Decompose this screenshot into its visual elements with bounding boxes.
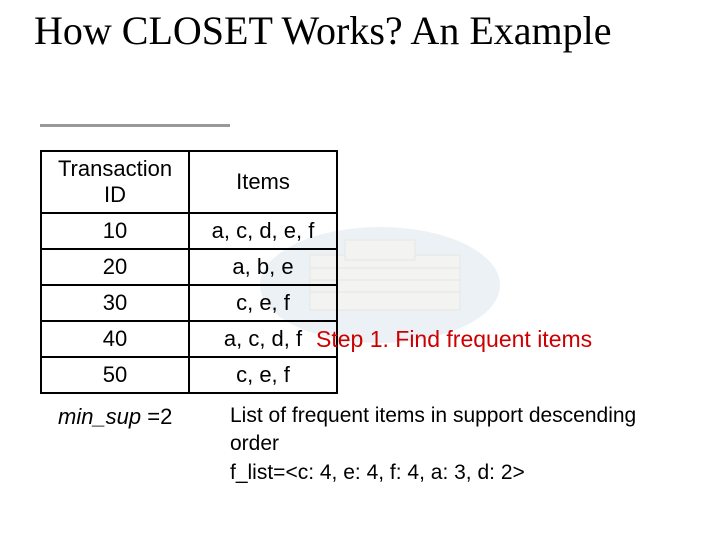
min-sup-italic: min_sup — [58, 404, 141, 429]
cell-tid: 30 — [41, 285, 189, 321]
cell-items: c, e, f — [189, 357, 337, 393]
cell-items: a, c, d, f — [189, 321, 337, 357]
cell-items: a, c, d, e, f — [189, 213, 337, 249]
slide-title: How CLOSET Works? An Example — [34, 8, 674, 54]
cell-items: c, e, f — [189, 285, 337, 321]
col-header-items: Items — [189, 151, 337, 213]
col-header-transaction-id: Transaction ID — [41, 151, 189, 213]
table-header-row: Transaction ID Items — [41, 151, 337, 213]
cell-tid: 50 — [41, 357, 189, 393]
table-row: 20 a, b, e — [41, 249, 337, 285]
cell-tid: 20 — [41, 249, 189, 285]
min-sup-label: min_sup =2 — [58, 404, 172, 430]
flist-line1: List of frequent items in support descen… — [230, 402, 660, 459]
cell-items: a, b, e — [189, 249, 337, 285]
cell-tid: 10 — [41, 213, 189, 249]
step-label: Step 1. Find frequent items — [316, 326, 592, 353]
min-sup-value: =2 — [141, 404, 172, 429]
cell-tid: 40 — [41, 321, 189, 357]
flist-line2: f_list=<c: 4, e: 4, f: 4, a: 3, d: 2> — [230, 459, 660, 487]
transaction-table: Transaction ID Items 10 a, c, d, e, f 20… — [40, 150, 338, 394]
table-row: 40 a, c, d, f — [41, 321, 337, 357]
table-row: 30 c, e, f — [41, 285, 337, 321]
table-row: 50 c, e, f — [41, 357, 337, 393]
title-underline — [40, 124, 230, 127]
frequent-list-text: List of frequent items in support descen… — [230, 402, 660, 487]
table-row: 10 a, c, d, e, f — [41, 213, 337, 249]
